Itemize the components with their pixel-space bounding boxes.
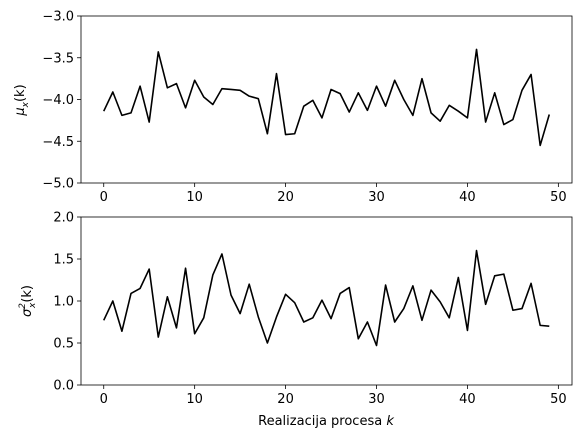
- bottom-x-tick-label: 20: [277, 392, 294, 407]
- bottom-plot-frame: [80, 216, 573, 386]
- top-x-tick-label: 50: [550, 190, 567, 205]
- bottom-x-tick-label: 50: [550, 392, 567, 407]
- bottom-y-tick-label: 1.5: [53, 253, 74, 268]
- bottom-y-tick-label: 0.0: [53, 379, 74, 394]
- top-y-tick-label: −4.0: [42, 93, 74, 108]
- bottom-x-tick-label: 40: [459, 392, 476, 407]
- top-y-axis-label: μx(k): [13, 84, 31, 116]
- top-x-ticks: 0 10 20 30 40 50: [100, 183, 567, 205]
- top-plot-frame: [80, 15, 573, 184]
- top-x-tick-label: 0: [100, 190, 108, 205]
- top-y-ticks: −5.0 −4.5 −4.0 −3.5 −3.0: [42, 10, 81, 192]
- bottom-axes: 0 10 20 30 40 50 0.0 0.5 1.0 1.5 2.0 σ2x(k) Reali…: [18, 211, 573, 429]
- top-axes: 0 10 20 30 40 50 −5.0 −4.5 −4.0 −3.5 −3.0 μx(k): [13, 10, 573, 205]
- bottom-y-tick-label: 1.0: [53, 295, 74, 310]
- bottom-x-ticks: 0 10 20 30 40 50: [100, 385, 567, 407]
- top-series-line: [103, 48, 551, 147]
- top-y-tick-label: −5.0: [42, 177, 74, 192]
- bottom-y-tick-label: 0.5: [53, 337, 74, 352]
- top-x-tick-label: 20: [277, 190, 294, 205]
- top-x-tick-label: 40: [459, 190, 476, 205]
- top-x-tick-label: 10: [186, 190, 203, 205]
- bottom-x-axis-label: Realizacija procesa k: [258, 414, 394, 429]
- bottom-y-tick-label: 2.0: [53, 211, 74, 226]
- bottom-x-tick-label: 30: [368, 392, 385, 407]
- bottom-x-tick-label: 10: [186, 392, 203, 407]
- bottom-series-line: [103, 249, 550, 347]
- top-y-tick-label: −3.0: [42, 10, 74, 25]
- top-x-tick-label: 30: [368, 190, 385, 205]
- bottom-x-tick-label: 0: [100, 392, 108, 407]
- top-y-tick-label: −3.5: [42, 51, 74, 66]
- bottom-y-ticks: 0.0 0.5 1.0 1.5 2.0: [53, 211, 81, 394]
- bottom-y-axis-label: σ2x(k): [18, 285, 38, 317]
- top-y-tick-label: −4.5: [42, 135, 74, 150]
